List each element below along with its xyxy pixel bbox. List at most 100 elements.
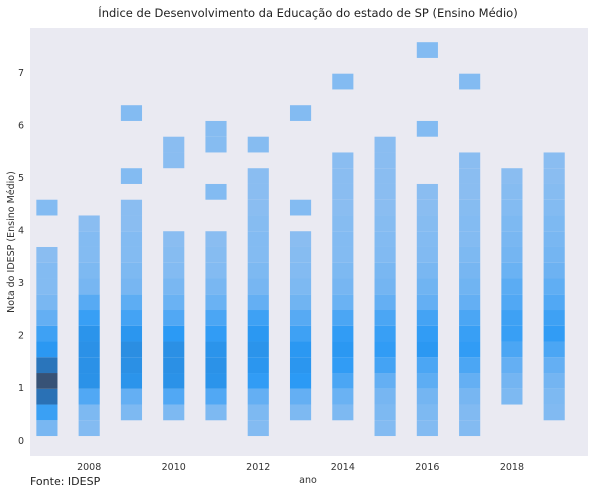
histogram-cell-2010: [163, 231, 185, 247]
histogram-cell-2011: [205, 388, 227, 405]
histogram-cell-2015: [374, 246, 396, 263]
histogram-cell-2018: [501, 215, 523, 232]
chart-title: Índice de Desenvolvimento da Educação do…: [98, 5, 517, 20]
histogram-cell-2016: [416, 357, 438, 374]
histogram-cell-2010: [163, 246, 185, 263]
histogram-cell-2014: [332, 278, 354, 295]
y-tick-label: 1: [18, 383, 24, 394]
histogram-cell-2014: [332, 73, 354, 90]
histogram-cell-2018: [501, 183, 523, 200]
histogram-cell-2008: [78, 420, 100, 437]
histogram-cell-2010: [163, 404, 185, 421]
histogram-cell-2019: [543, 262, 565, 279]
histogram-cell-2014: [332, 325, 354, 342]
histogram-cell-2009: [120, 105, 143, 121]
histogram-cell-2009: [120, 373, 143, 389]
histogram-cell-2018: [501, 168, 523, 184]
histogram-cell-2016: [416, 42, 438, 58]
histogram-cell-2009: [120, 388, 143, 405]
histogram-cell-2013: [289, 262, 312, 279]
x-tick-label: 2016: [415, 462, 439, 473]
histogram-cell-2019: [543, 294, 565, 310]
histogram-cell-2014: [332, 373, 354, 389]
histogram-cell-2018: [501, 373, 523, 389]
histogram-cell-2009: [120, 246, 143, 263]
histogram-cell-2008: [78, 325, 100, 342]
histogram-cell-2010: [163, 294, 185, 310]
histogram-cell-2010: [163, 357, 185, 374]
histogram-cell-2012: [247, 420, 269, 437]
histogram-cell-2015: [374, 310, 396, 326]
histogram-cell-2015: [374, 136, 396, 153]
histogram-cell-2008: [78, 215, 100, 232]
histogram-cell-2013: [289, 325, 312, 342]
histogram-cell-2012: [247, 341, 269, 358]
histogram-cell-2013: [289, 357, 312, 374]
histogram-cell-2008: [78, 373, 100, 389]
histogram-cell-2007: [36, 373, 58, 389]
histogram-cell-2008: [78, 404, 100, 421]
histogram-cell-2018: [501, 262, 523, 279]
histogram-cell-2014: [332, 262, 354, 279]
histogram-cell-2009: [120, 310, 143, 326]
x-axis-ticks: 2008 2010 2012 2014 2016 2018: [77, 462, 524, 473]
histogram-cell-2013: [289, 373, 312, 389]
histogram-cell-2011: [205, 278, 227, 295]
histogram-cell-2012: [247, 278, 269, 295]
histogram-cell-2019: [543, 325, 565, 342]
x-tick-label: 2012: [246, 462, 270, 473]
histogram-cell-2016: [416, 215, 438, 232]
histogram-cell-2007: [36, 294, 58, 310]
histogram-cell-2013: [289, 294, 312, 310]
histogram-cell-2010: [163, 341, 185, 358]
histogram-cell-2017: [459, 199, 481, 216]
histogram-cell-2018: [501, 357, 523, 374]
source-note: Fonte: IDESP: [30, 475, 101, 488]
histogram-cell-2017: [459, 168, 481, 184]
histogram-cell-2016: [416, 420, 438, 437]
histogram-cell-2012: [247, 357, 269, 374]
histogram-cell-2016: [416, 325, 438, 342]
histogram-cell-2016: [416, 341, 438, 358]
histogram-cell-2012: [247, 310, 269, 326]
histogram-cell-2010: [163, 262, 185, 279]
histogram-cell-2017: [459, 215, 481, 232]
histogram-cell-2016: [416, 278, 438, 295]
histogram-cell-2017: [459, 357, 481, 374]
histogram-cell-2015: [374, 341, 396, 358]
histogram-cell-2018: [501, 231, 523, 247]
histogram-cell-2010: [163, 325, 185, 342]
histogram-cell-2015: [374, 404, 396, 421]
histogram-cell-2016: [416, 310, 438, 326]
histogram-cell-2008: [78, 262, 100, 279]
histogram-cell-2013: [289, 246, 312, 263]
histogram-cell-2014: [332, 199, 354, 216]
histogram-cell-2017: [459, 278, 481, 295]
histogram-cell-2017: [459, 73, 481, 90]
histogram-cell-2011: [205, 357, 227, 374]
histogram-cell-2010: [163, 152, 185, 169]
histogram-cell-2012: [247, 215, 269, 232]
histogram-cell-2015: [374, 152, 396, 169]
histogram-cell-2012: [247, 246, 269, 263]
histogram-cell-2012: [247, 136, 269, 153]
histogram-cell-2008: [78, 388, 100, 405]
histogram-cell-2019: [543, 388, 565, 405]
histogram-cell-2012: [247, 373, 269, 389]
histogram-cell-2009: [120, 168, 143, 184]
x-axis-label: ano: [299, 475, 317, 486]
y-tick-label: 2: [18, 331, 24, 342]
y-tick-label: 6: [18, 121, 24, 132]
histogram-cell-2015: [374, 294, 396, 310]
histogram-cell-2009: [120, 341, 143, 358]
histogram-cell-2009: [120, 199, 143, 216]
histogram-cell-2018: [501, 310, 523, 326]
histogram-cell-2012: [247, 388, 269, 405]
histogram-cell-2015: [374, 231, 396, 247]
histogram-cell-2013: [289, 278, 312, 295]
histogram-cell-2011: [205, 325, 227, 342]
histogram-cell-2008: [78, 231, 100, 247]
histogram-cell-2016: [416, 120, 438, 137]
histogram-cell-2007: [36, 388, 58, 405]
y-tick-label: 3: [18, 278, 24, 289]
